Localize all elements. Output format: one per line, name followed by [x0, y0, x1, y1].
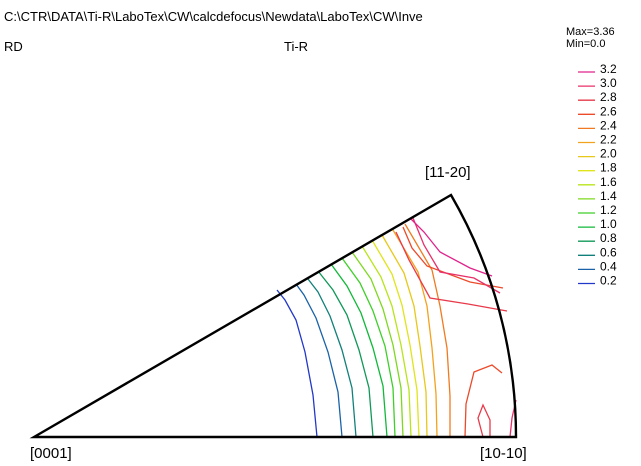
contour-line-2-8: [395, 231, 508, 312]
contour-line-0-2: [276, 289, 318, 438]
legend-label: 1.2: [600, 203, 617, 217]
legend-entry: 2.2: [578, 133, 617, 147]
legend-entry: 0.4: [578, 259, 617, 273]
legend-label: 2.4: [600, 118, 617, 132]
contour-lines: [276, 217, 517, 438]
min-value: Min=0.0: [566, 38, 606, 50]
legend-label: 1.0: [600, 217, 617, 231]
legend-entry: 2.8: [578, 90, 617, 104]
contour-line-2-8: [477, 403, 491, 438]
contour-line-1-0: [330, 263, 388, 438]
legend-label: 3.0: [600, 76, 617, 90]
pole-label-0001: [0001]: [30, 445, 72, 462]
contour-line-0-6: [307, 278, 357, 438]
legend-entry: 3.0: [578, 76, 617, 90]
contour-line-1-2: [341, 257, 396, 438]
legend-label: 2.2: [600, 133, 617, 147]
contour-legend: 3.23.02.82.62.42.22.01.81.61.41.21.00.80…: [578, 64, 617, 288]
legend-label: 3.2: [600, 64, 617, 76]
legend-entry: 1.2: [578, 203, 617, 217]
contour-line-0-4: [295, 283, 343, 438]
legend-label: 1.8: [600, 161, 617, 175]
legend-label: 0.8: [600, 231, 617, 245]
contour-line-2-0: [381, 234, 428, 438]
legend-entry: 2.0: [578, 147, 617, 161]
contour-line-2-6: [464, 364, 503, 438]
legend-entry: 2.4: [578, 118, 617, 132]
contour-line-3-0: [412, 217, 501, 294]
legend-entry: 2.6: [578, 104, 617, 118]
chart-title: Ti-R: [284, 39, 309, 54]
contour-line-2-4: [404, 223, 451, 437]
legend-entry: 1.0: [578, 217, 617, 231]
contour-line-1-6: [361, 245, 412, 438]
max-value: Max=3.36: [566, 26, 615, 38]
pole-label-10-10: [10-10]: [480, 445, 527, 462]
legend-label: 0.2: [600, 274, 617, 288]
legend-label: 2.6: [600, 104, 617, 118]
legend-label: 1.6: [600, 175, 617, 189]
sample-direction: RD: [4, 39, 23, 54]
legend-label: 2.0: [600, 147, 617, 161]
sector-frame: [29, 193, 518, 439]
contour-line-1-4: [351, 251, 404, 438]
legend-label: 0.6: [600, 245, 617, 259]
legend-label: 0.4: [600, 259, 617, 273]
legend-label: 1.4: [600, 189, 617, 203]
contour-line-0-8: [317, 270, 374, 438]
contour-line-2-2: [392, 229, 438, 438]
legend-entry: 1.4: [578, 189, 617, 203]
legend-entry: 0.6: [578, 245, 617, 259]
pole-label-11-20: [11-20]: [425, 164, 471, 181]
legend-label: 2.8: [600, 90, 617, 104]
contour-line-1-8: [371, 239, 420, 438]
contour-line-3-2: [409, 217, 493, 277]
legend-entry: 0.8: [578, 231, 617, 245]
contour-line-2-6: [402, 226, 504, 289]
legend-entry: 1.6: [578, 175, 617, 189]
legend-entry: 1.8: [578, 161, 617, 175]
file-path: C:\CTR\DATA\Ti-R\LaboTex\CW\calcdefocus\…: [4, 9, 423, 24]
legend-entry: 3.2: [578, 64, 617, 76]
legend-entry: 0.2: [578, 274, 617, 288]
